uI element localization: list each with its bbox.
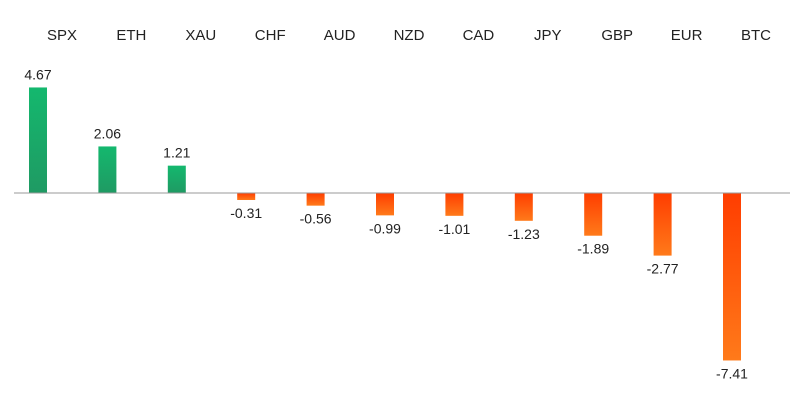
value-label-chf: -0.31 [230, 205, 262, 221]
bar-btc [723, 193, 741, 361]
value-label-nzd: -0.99 [369, 220, 401, 236]
bar-jpy [514, 193, 533, 221]
bar-eur [653, 193, 672, 256]
category-label-nzd: NZD [394, 27, 425, 44]
value-labels-group: 4.67 2.06 1.21 -0.31 -0.56 -0.99 -1.01 -1.23 -1.… [24, 66, 748, 381]
bar-aud [306, 193, 325, 206]
value-label-btc: -7.41 [716, 365, 748, 381]
category-label-cad: CAD [463, 27, 495, 44]
bar-spx [29, 87, 47, 193]
category-label-btc: BTC [741, 27, 771, 44]
category-label-gbp: GBP [601, 27, 633, 44]
value-label-xau: 1.21 [163, 145, 190, 161]
category-label-spx: SPX [47, 27, 77, 44]
value-label-jpy: -1.23 [508, 226, 540, 242]
bar-xau [167, 165, 186, 193]
bars-group [29, 87, 741, 361]
category-label-chf: CHF [255, 27, 286, 44]
bar-cad [445, 193, 464, 216]
bar-eth [98, 146, 117, 193]
value-label-aud: -0.56 [300, 211, 332, 227]
category-labels-group: SPX ETH XAU CHF AUD NZD CAD JPY GBP EUR BTC [47, 27, 771, 44]
category-label-jpy: JPY [534, 27, 562, 44]
value-label-gbp: -1.89 [577, 241, 609, 257]
category-label-eur: EUR [671, 27, 703, 44]
bar-gbp [584, 193, 603, 236]
value-label-eur: -2.77 [647, 261, 679, 277]
category-label-aud: AUD [324, 27, 356, 44]
category-label-xau: XAU [185, 27, 216, 44]
bar-chf [237, 193, 256, 201]
category-label-eth: ETH [116, 27, 146, 44]
bar-nzd [376, 193, 394, 216]
value-label-eth: 2.06 [94, 125, 121, 141]
value-label-spx: 4.67 [24, 66, 51, 82]
value-label-cad: -1.01 [438, 221, 470, 237]
